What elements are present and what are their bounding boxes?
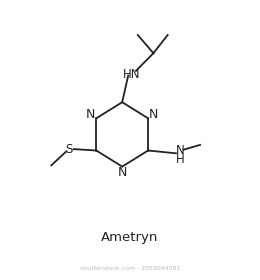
Text: N: N [86, 108, 95, 122]
Text: N: N [118, 166, 127, 179]
Text: HN: HN [122, 68, 140, 81]
Text: Ametryn: Ametryn [101, 232, 159, 244]
Text: shutterstock.com · 2583044581: shutterstock.com · 2583044581 [80, 266, 180, 271]
Text: S: S [65, 143, 73, 156]
Text: H: H [176, 153, 185, 166]
Text: N: N [176, 144, 185, 157]
Text: N: N [149, 108, 159, 122]
